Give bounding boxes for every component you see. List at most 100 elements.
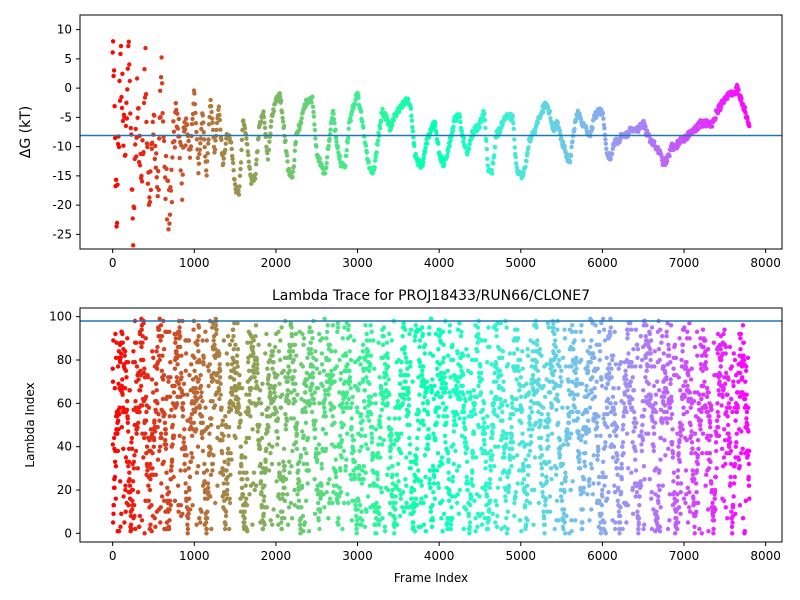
lambda-point [573,362,578,367]
lambda-point [205,516,210,521]
lambda-point [536,500,542,506]
lambda-point [363,323,368,328]
delta-g-point [205,151,210,156]
lambda-point [363,433,368,438]
delta-g-point [137,163,143,168]
lambda-point [264,331,269,337]
delta-g-point [198,136,203,141]
delta-g-point [231,168,236,173]
lambda-point [557,357,562,363]
lambda-point [272,390,277,395]
lambda-point [705,386,710,391]
lambda-point [197,360,202,365]
lambda-point [264,505,270,510]
lambda-point [703,353,709,358]
lambda-point [487,477,493,482]
lambda-point [223,414,228,419]
lambda-point [204,338,209,343]
lambda-point [657,487,662,493]
lambda-point [161,347,167,352]
lambda-point [361,399,367,404]
lambda-point [265,366,270,371]
lambda-point [122,349,128,354]
lambda-point [572,338,577,343]
lambda-point [373,401,378,406]
lambda-point [382,529,388,534]
lambda-point [450,342,455,347]
lambda-point [110,520,116,525]
lambda-point [235,364,240,369]
lambda-point [220,451,225,456]
delta-g-point [375,142,380,147]
lambda-point [703,483,708,488]
delta-g-point [523,164,528,170]
lambda-point [570,409,575,415]
delta-g-point [127,78,132,84]
lambda-point [528,440,534,445]
lambda-point [598,531,603,536]
lambda-point [467,531,472,536]
delta-g-point [216,104,222,109]
lambda-point [407,435,412,441]
delta-g-point [436,141,441,146]
lambda-point [270,353,275,358]
delta-g-point [447,143,452,149]
lambda-point [308,401,313,406]
lambda-point [631,409,637,415]
delta-g-point [610,151,615,156]
lambda-point [141,357,146,363]
lambda-point [610,455,616,460]
lambda-point [643,375,648,380]
lambda-point [193,386,198,391]
delta-g-point [557,128,562,133]
lambda-point [614,433,619,438]
lambda-point [326,357,332,363]
lambda-point [465,481,470,486]
lambda-point [222,526,228,532]
lambda-point [586,429,592,434]
lambda-point [315,386,321,391]
lambda-point [293,381,298,386]
lambda-point [392,516,397,521]
lambda-point [159,368,164,373]
lambda-point [205,481,211,486]
delta-g-point [147,195,152,200]
lambda-point [195,338,200,343]
lambda-point [625,388,630,393]
lambda-point [408,360,413,365]
lambda-point [648,394,654,399]
lambda-point [643,355,648,360]
delta-g-point [361,125,366,130]
lambda-point [432,383,437,389]
lambda-point [590,375,595,380]
delta-g-point [167,221,172,226]
lambda-point [347,368,352,373]
lambda-point [666,347,672,352]
lambda-point [319,483,324,488]
lambda-point [195,444,201,449]
lambda-point [620,440,626,445]
lambda-point [417,392,422,397]
lambda-point [400,490,406,495]
delta-g-point [514,161,519,166]
lambda-point [362,524,368,529]
lambda-point [603,474,608,480]
lambda-point [453,448,458,454]
lambda-point [172,383,177,389]
lambda-point [131,459,137,464]
lambda-point [425,401,431,406]
delta-g-point [143,92,149,97]
lambda-point [250,522,255,527]
lambda-point [490,511,495,516]
lambda-point [152,429,158,434]
lambda-point [516,368,521,373]
lambda-point [494,524,500,529]
delta-g-point [158,88,163,94]
delta-g-point [196,161,202,166]
lambda-point [494,379,499,384]
delta-g-point [525,150,530,156]
lambda-point [389,427,394,432]
lambda-point [197,405,202,410]
lambda-point [405,373,411,378]
